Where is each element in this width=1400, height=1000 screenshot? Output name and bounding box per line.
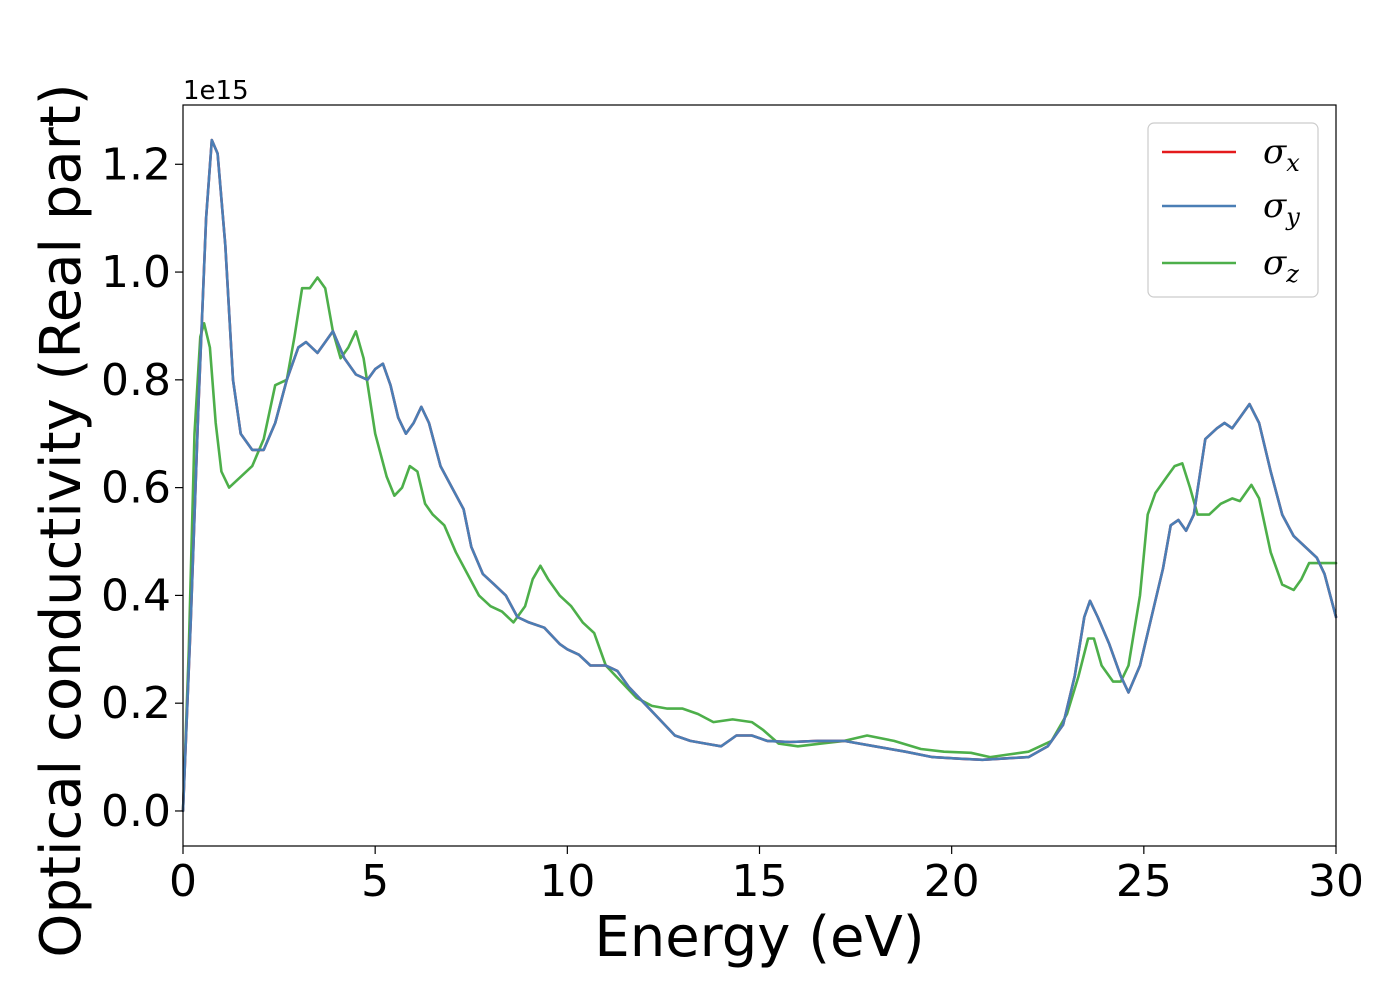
- y-tick-label: 0.6: [101, 463, 171, 514]
- legend-box: [1147, 122, 1319, 298]
- y-tick-label: 0.8: [101, 355, 171, 406]
- y-tick-label: 1.2: [101, 139, 171, 190]
- x-tick-label: 0: [169, 856, 197, 907]
- y-tick-label: 0.4: [101, 570, 171, 621]
- x-tick-label: 15: [732, 856, 788, 907]
- y-tick-label: 1.0: [101, 247, 171, 298]
- x-axis: 0 5 10 15 20 25 30: [169, 846, 1364, 907]
- y-tick-label: 0.2: [101, 678, 171, 729]
- y-offset-label: 1e15: [183, 76, 249, 106]
- series-line-sigma-z: [181, 276, 1338, 813]
- x-tick-label: 10: [539, 856, 595, 907]
- x-tick-label: 20: [924, 856, 980, 907]
- x-tick-label: 25: [1116, 856, 1172, 907]
- x-axis-label: Energy (eV): [594, 905, 924, 970]
- y-axis-label: Optical conductivity (Real part): [29, 83, 94, 957]
- x-tick-label: 30: [1308, 856, 1364, 907]
- legend-label-sigma-z: σz: [1263, 243, 1299, 288]
- y-tick-label: 0.0: [101, 786, 171, 837]
- y-axis: 0.0 0.2 0.4 0.6 0.8 1.0 1.2: [101, 139, 183, 837]
- series-line-sigma-y: [181, 138, 1338, 813]
- x-tick-label: 5: [361, 856, 389, 907]
- series-layer: [181, 138, 1338, 813]
